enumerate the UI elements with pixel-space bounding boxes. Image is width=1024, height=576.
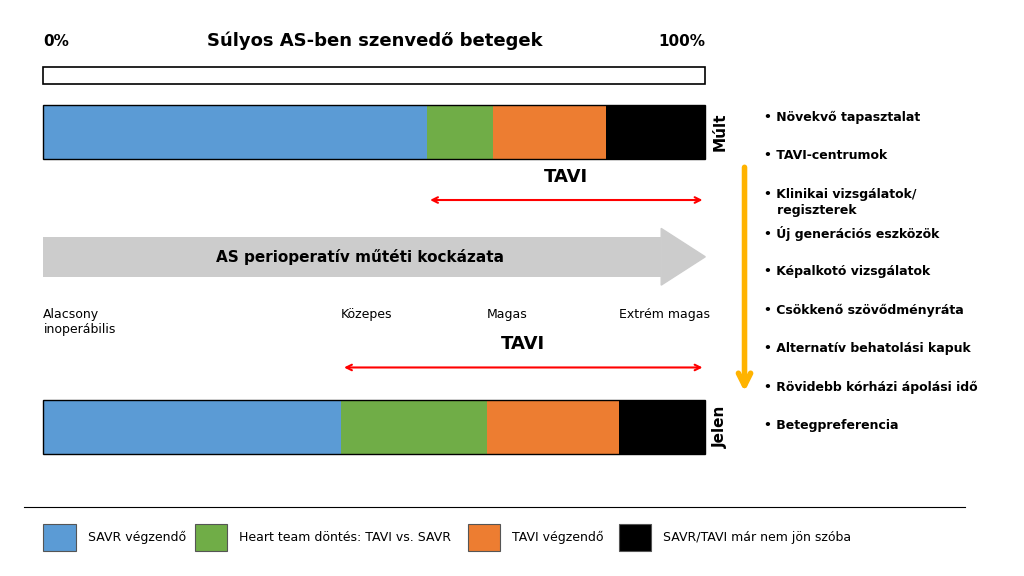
Text: • Alternatív behatolási kapuk: • Alternatív behatolási kapuk bbox=[764, 342, 971, 355]
Bar bbox=[494, 105, 606, 159]
Bar bbox=[427, 105, 494, 159]
Text: • Klinikai vizsgálatok/
   regiszterek: • Klinikai vizsgálatok/ regiszterek bbox=[764, 188, 916, 217]
Text: • Rövidebb kórházi ápolási idő: • Rövidebb kórházi ápolási idő bbox=[764, 381, 978, 394]
Bar bbox=[43, 105, 427, 159]
Bar bbox=[618, 524, 651, 551]
Text: • Új generációs eszközök: • Új generációs eszközök bbox=[764, 226, 939, 241]
Text: TAVI: TAVI bbox=[501, 335, 546, 353]
Text: • Csökkenő szövődményráta: • Csökkenő szövődményráta bbox=[764, 304, 964, 317]
Bar bbox=[43, 400, 706, 454]
Text: 100%: 100% bbox=[658, 33, 706, 48]
Text: Súlyos AS-ben szenvedő betegek: Súlyos AS-ben szenvedő betegek bbox=[207, 32, 542, 50]
Bar bbox=[468, 524, 500, 551]
Bar bbox=[195, 524, 227, 551]
Bar bbox=[620, 400, 706, 454]
Text: • Betegpreferencia: • Betegpreferencia bbox=[764, 419, 899, 433]
Bar bbox=[43, 400, 341, 454]
Bar bbox=[606, 105, 706, 159]
Text: TAVI: TAVI bbox=[544, 168, 589, 186]
Bar bbox=[43, 524, 76, 551]
Text: Múlt: Múlt bbox=[713, 113, 727, 151]
Text: AS perioperatív műtéti kockázata: AS perioperatív műtéti kockázata bbox=[216, 249, 504, 265]
Bar bbox=[43, 105, 706, 159]
Text: Heart team döntés: TAVI vs. SAVR: Heart team döntés: TAVI vs. SAVR bbox=[239, 531, 451, 544]
Text: Alacsony
inoperábilis: Alacsony inoperábilis bbox=[43, 308, 116, 336]
Text: 0%: 0% bbox=[43, 33, 70, 48]
Text: Magas: Magas bbox=[486, 308, 527, 321]
Bar bbox=[341, 400, 486, 454]
Polygon shape bbox=[662, 229, 706, 285]
Bar bbox=[43, 67, 706, 84]
Bar bbox=[43, 237, 662, 276]
Text: SAVR/TAVI már nem jön szóba: SAVR/TAVI már nem jön szóba bbox=[664, 531, 851, 544]
Text: SAVR végzendő: SAVR végzendő bbox=[87, 531, 185, 544]
Text: Extrém magas: Extrém magas bbox=[620, 308, 711, 321]
Text: TAVI végzendő: TAVI végzendő bbox=[512, 531, 603, 544]
Text: Közepes: Közepes bbox=[341, 308, 393, 321]
Text: • TAVI-centrumok: • TAVI-centrumok bbox=[764, 149, 888, 162]
Text: • Növekvő tapasztalat: • Növekvő tapasztalat bbox=[764, 111, 921, 124]
Bar bbox=[486, 400, 620, 454]
Text: • Képalkotó vizsgálatok: • Képalkotó vizsgálatok bbox=[764, 265, 931, 278]
Text: Jelen: Jelen bbox=[713, 406, 727, 448]
